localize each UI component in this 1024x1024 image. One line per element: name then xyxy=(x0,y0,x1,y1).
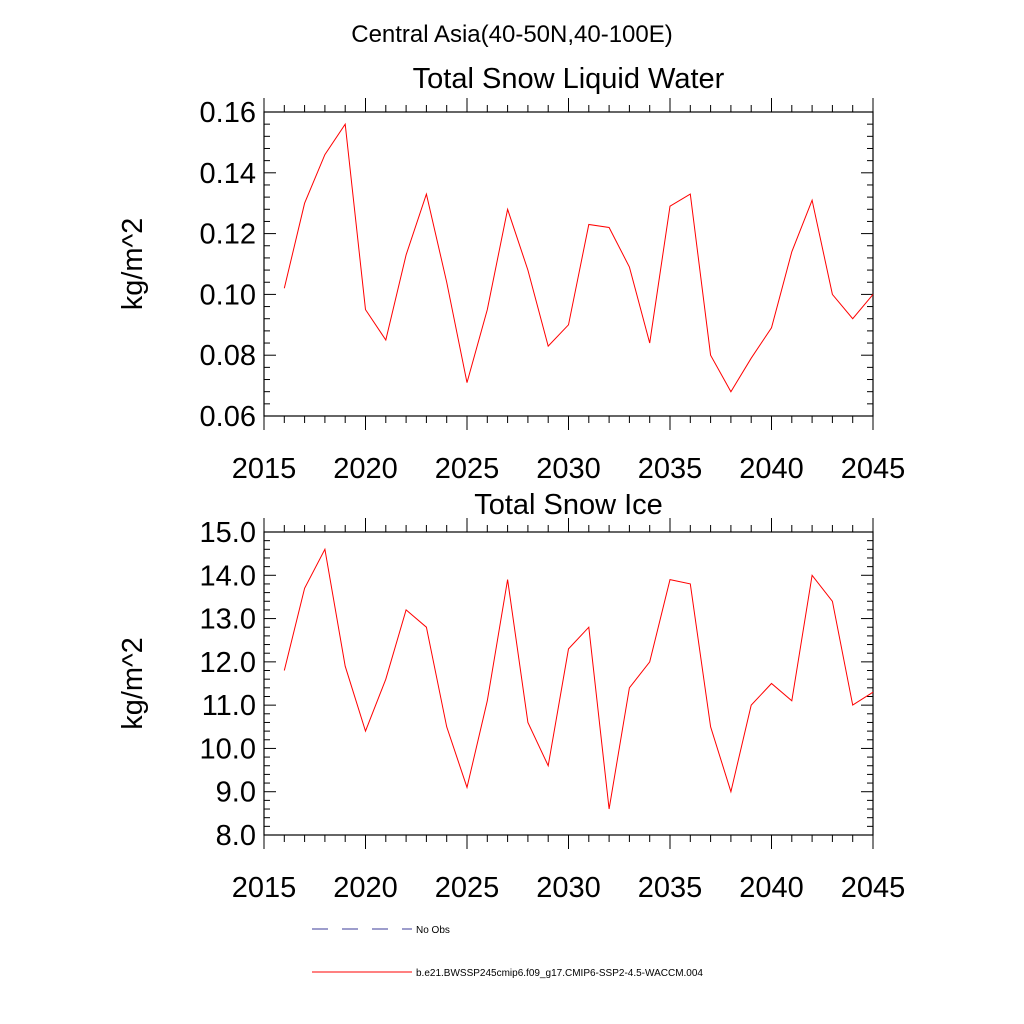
panel-title: Total Snow Ice xyxy=(474,489,663,521)
plot-frame xyxy=(263,531,874,836)
x-tick-label: 2040 xyxy=(739,872,804,904)
y-tick-label: 0.14 xyxy=(200,158,256,190)
x-tick-label: 2035 xyxy=(638,453,703,485)
x-tick-label: 2030 xyxy=(536,872,601,904)
y-tick-label: 14.0 xyxy=(200,560,256,592)
series-line-1 xyxy=(283,547,874,810)
figure-suptitle: Central Asia(40-50N,40-100E) xyxy=(351,21,673,48)
y-axis-label: kg/m^2 xyxy=(117,218,149,311)
y-axis-label: kg/m^2 xyxy=(117,637,149,730)
legend-label: No Obs xyxy=(416,925,450,936)
y-tick-label: 9.0 xyxy=(216,777,256,809)
x-tick-label: 2030 xyxy=(536,453,601,485)
y-tick-label: 15.0 xyxy=(200,517,256,549)
x-tick-label: 2020 xyxy=(333,872,398,904)
y-tick-label: 10.0 xyxy=(200,733,256,765)
y-tick-label: 0.10 xyxy=(200,279,256,311)
plot-frame xyxy=(263,111,874,417)
legend-label: b.e21.BWSSP245cmip6.f09_g17.CMIP6-SSP2-4… xyxy=(416,968,703,979)
y-tick-label: 0.06 xyxy=(200,401,256,433)
panel-title: Total Snow Liquid Water xyxy=(413,63,725,95)
y-tick-label: 0.16 xyxy=(200,97,256,129)
legend-item-2: b.e21.BWSSP245cmip6.f09_g17.CMIP6-SSP2-4… xyxy=(312,968,703,979)
y-tick-label: 13.0 xyxy=(200,604,256,636)
series-line-1 xyxy=(283,122,874,393)
legend-item-1: No Obs xyxy=(312,925,450,936)
y-tick-label: 0.08 xyxy=(200,340,256,372)
y-tick-label: 12.0 xyxy=(200,647,256,679)
chart-panel-1: Total Snow Liquid Water 2015 2020 2025 2030 2… xyxy=(117,63,905,485)
x-tick-label: 2045 xyxy=(841,872,906,904)
y-tick-label: 8.0 xyxy=(216,820,256,852)
x-tick-label: 2040 xyxy=(739,453,804,485)
x-tick-label: 2015 xyxy=(232,453,297,485)
x-tick-label: 2035 xyxy=(638,872,703,904)
x-tick-label: 2015 xyxy=(232,872,297,904)
x-tick-label: 2025 xyxy=(435,872,500,904)
y-tick-label: 0.12 xyxy=(200,219,256,251)
x-tick-label: 2020 xyxy=(333,453,398,485)
y-tick-label: 11.0 xyxy=(202,690,256,722)
x-tick-label: 2025 xyxy=(435,453,500,485)
x-tick-label: 2045 xyxy=(841,453,906,485)
chart-panel-2: Total Snow Ice 2015 2020 2025 2030 2035 2040 20… xyxy=(117,489,905,904)
legend: No Obs b.e21.BWSSP245cmip6.f09_g17.CMIP6-… xyxy=(312,925,703,979)
